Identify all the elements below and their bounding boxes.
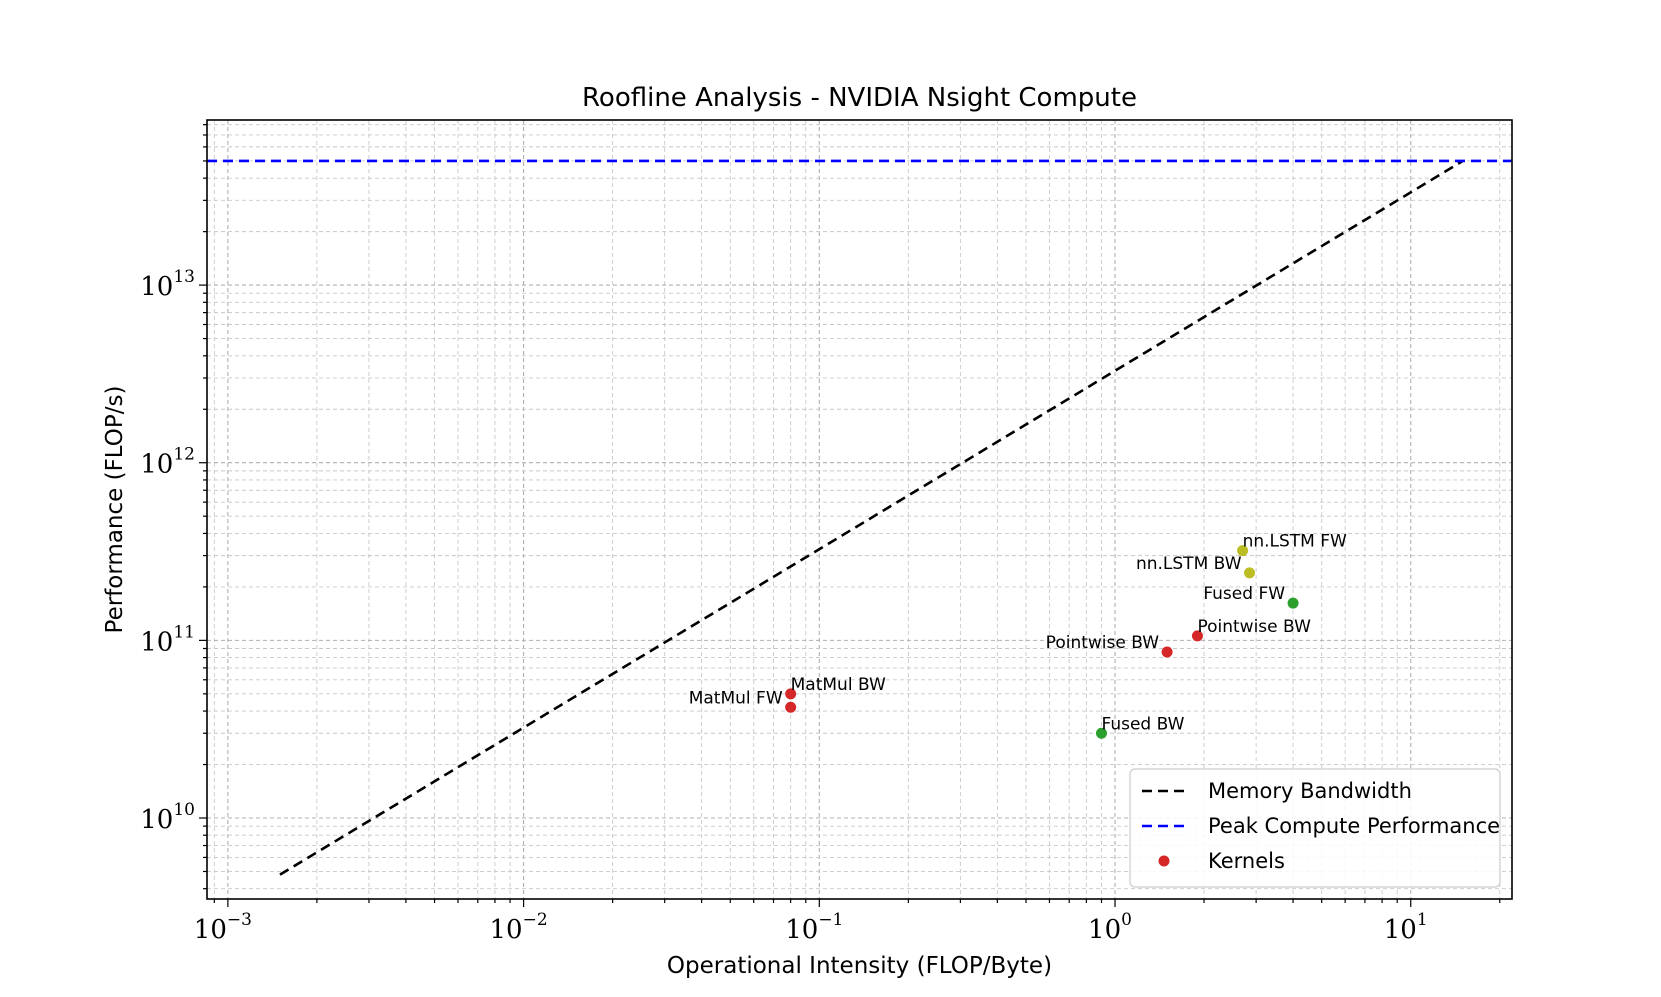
x-tick-label: 100 [1088, 910, 1132, 945]
y-axis-label: Performance (FLOP/s) [102, 386, 128, 634]
memory-bandwidth-line [279, 159, 1464, 876]
kernel-label: MatMul FW [689, 688, 783, 708]
kernel-label: Pointwise BW [1197, 617, 1311, 637]
legend-box [1129, 768, 1501, 888]
kernel-label: Fused BW [1101, 714, 1184, 734]
kernel-point [1095, 727, 1107, 739]
y-tick-label: 1011 [140, 622, 195, 657]
x-tick-label: 101 [1384, 910, 1428, 945]
x-tick-label: 10−2 [490, 910, 548, 945]
legend-label: Kernels [1208, 849, 1285, 873]
plot-frame [206, 119, 1513, 900]
legend-swatch-marker [1158, 855, 1170, 867]
kernel-label: nn.LSTM BW [1136, 554, 1242, 574]
roofline-lines [207, 159, 1512, 876]
x-tick-label: 10−1 [785, 910, 843, 945]
kernel-label: nn.LSTM FW [1243, 532, 1347, 552]
axis-ticks: 10−3 10−2 10−1 100 101 1010 1011 1012 1013 [140, 124, 1501, 945]
legend: Memory Bandwidth Peak Compute Performance… [1129, 768, 1501, 888]
x-tick-label: 10−3 [194, 910, 252, 945]
chart-title: Roofline Analysis - NVIDIA Nsight Comput… [582, 83, 1137, 113]
y-tick-label: 1010 [140, 800, 195, 835]
kernel-point [785, 688, 797, 700]
legend-label: Peak Compute Performance [1208, 814, 1500, 838]
kernel-point [1191, 630, 1203, 642]
kernel-point [1161, 646, 1173, 658]
y-tick-label: 1013 [140, 267, 195, 302]
kernel-label: Pointwise BW [1046, 633, 1160, 653]
kernel-label: MatMul BW [791, 675, 886, 695]
kernel-point [1244, 567, 1256, 579]
kernel-points: MatMul FW MatMul BW Pointwise BW Pointwise … [689, 532, 1347, 739]
kernel-label: Fused FW [1203, 584, 1285, 604]
y-tick-label: 1012 [140, 445, 195, 480]
kernel-point [785, 701, 797, 713]
kernel-point [1237, 545, 1249, 557]
legend-label: Memory Bandwidth [1208, 779, 1412, 803]
kernel-point [1287, 597, 1299, 609]
x-axis-label: Operational Intensity (FLOP/Byte) [667, 953, 1052, 979]
